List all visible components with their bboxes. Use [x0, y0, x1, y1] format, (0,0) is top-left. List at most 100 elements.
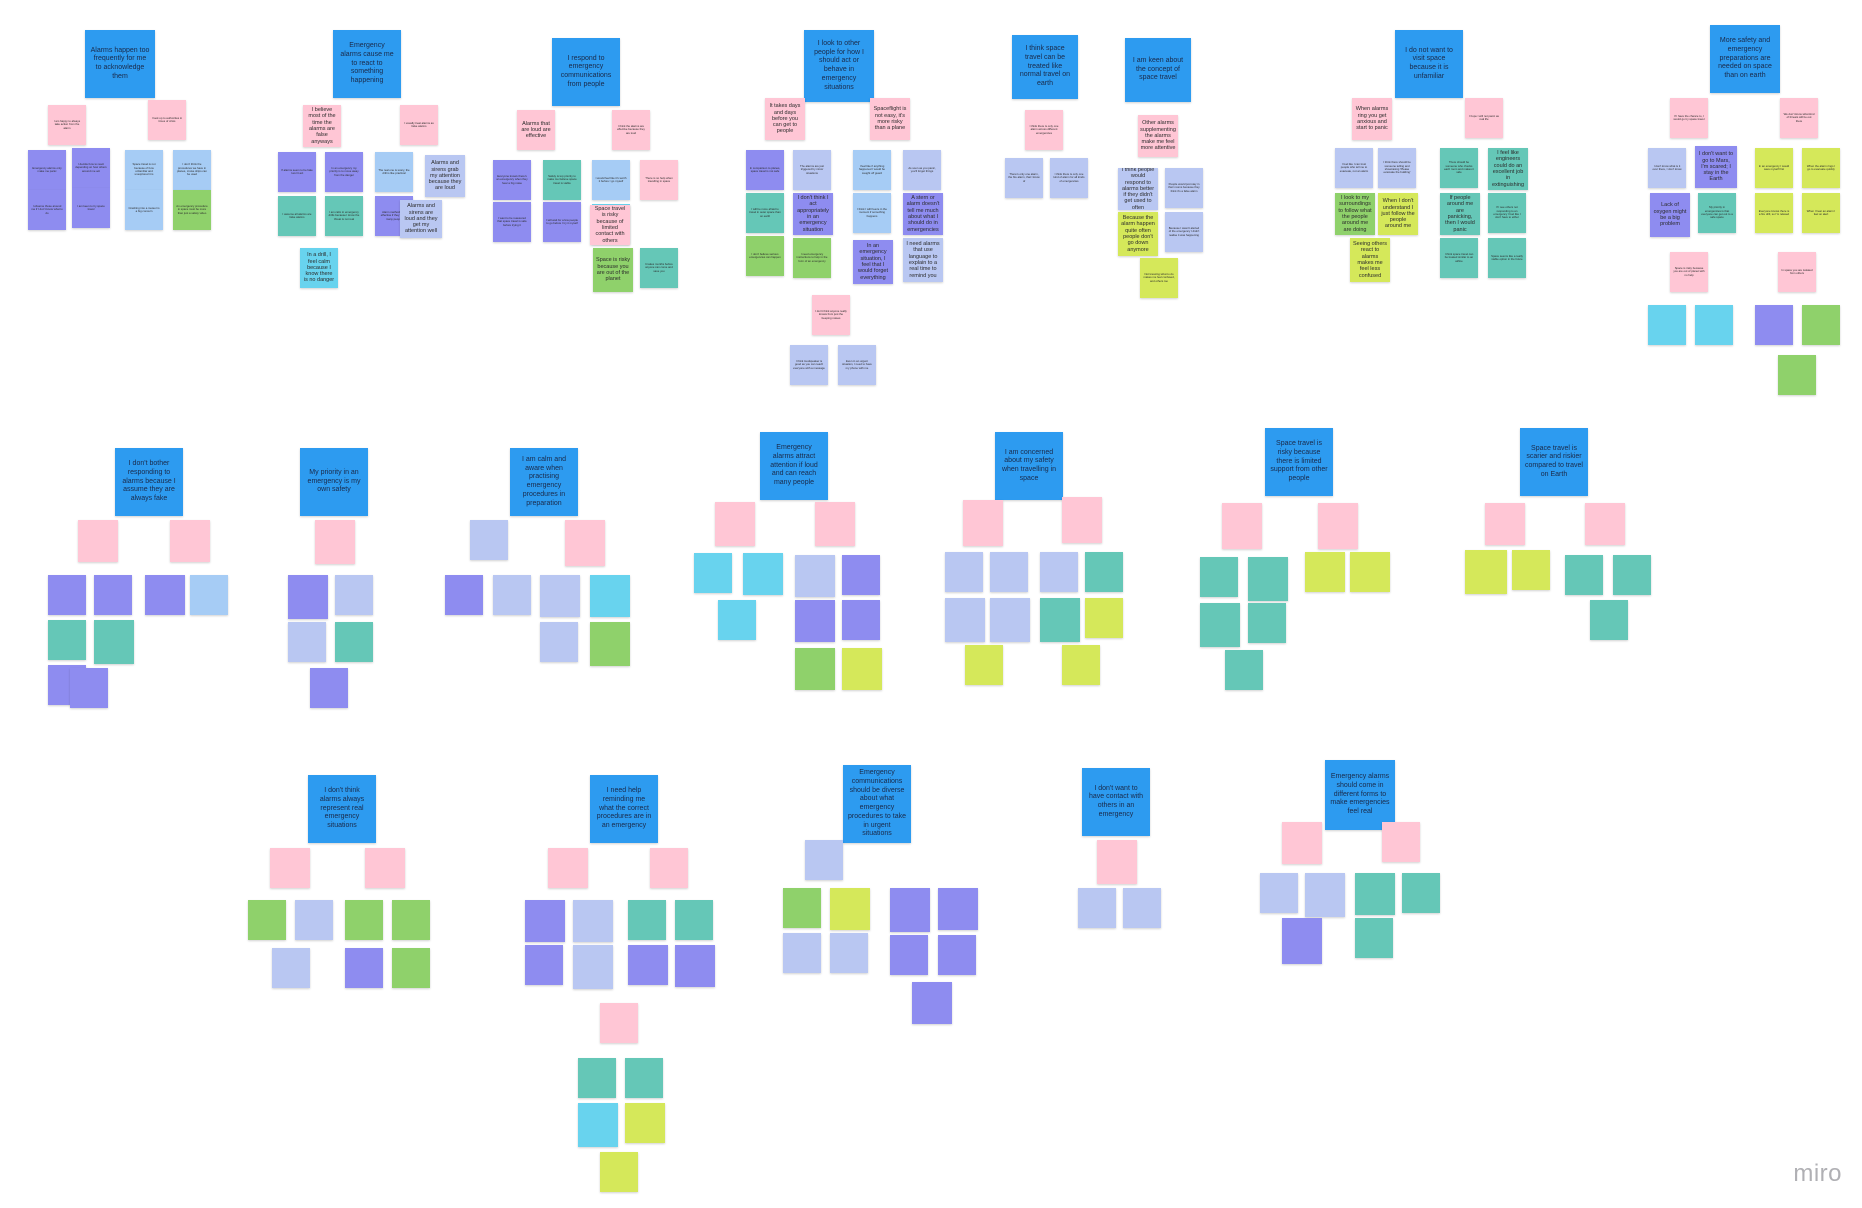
sticky-note[interactable]: I think space travel can be treated simi… [1440, 238, 1478, 278]
sticky-note[interactable]: My priority in emergencies is that every… [1698, 193, 1736, 233]
sticky-note[interactable]: If people around me are panicking, then … [1440, 193, 1480, 235]
sticky-note[interactable]: I think there should be someone telling … [1378, 148, 1416, 188]
sticky-note[interactable]: Even in an urgent situation, I need to h… [838, 345, 876, 385]
cluster-header-note[interactable]: Space travel is scarier and riskier comp… [1520, 428, 1588, 496]
sticky-note[interactable]: I don't know what is it over there, I do… [1648, 148, 1686, 188]
sticky-note[interactable] [890, 935, 928, 975]
cluster-header-note[interactable]: Emergency communications should be diver… [843, 765, 911, 843]
sticky-note[interactable] [392, 948, 430, 988]
sticky-note[interactable] [795, 555, 835, 597]
sticky-note[interactable] [842, 555, 880, 595]
sticky-note[interactable] [315, 520, 355, 564]
sticky-note[interactable] [1040, 552, 1078, 592]
sticky-note[interactable] [628, 900, 666, 940]
sticky-note[interactable] [795, 600, 835, 642]
sticky-note[interactable] [1200, 603, 1240, 647]
sticky-note[interactable]: I think there is only one alarm across d… [1025, 110, 1063, 150]
sticky-note[interactable]: I look up to authorities in times of cri… [148, 100, 186, 140]
sticky-note[interactable]: If I see others not responding to an eme… [1488, 193, 1526, 233]
sticky-note[interactable]: Space is risky because you are out of pl… [1670, 252, 1708, 292]
sticky-note[interactable] [815, 502, 855, 546]
sticky-note[interactable]: Spaceflight is not easy, it's more risky… [870, 98, 910, 140]
sticky-note[interactable] [1260, 873, 1298, 913]
sticky-note[interactable] [1755, 305, 1793, 345]
cluster-header-note[interactable]: I need help reminding me what the correc… [590, 775, 658, 843]
sticky-note[interactable] [1355, 918, 1393, 958]
sticky-note[interactable]: People would just stay in their rooms be… [1165, 168, 1203, 208]
sticky-note[interactable]: Seeing others react to alarms makes me f… [1350, 238, 1390, 282]
sticky-note[interactable] [1585, 503, 1625, 545]
cluster-header-note[interactable]: Alarms happen too frequently for me to a… [85, 30, 155, 98]
sticky-note[interactable]: In an emergency my priority is to move a… [325, 152, 363, 192]
sticky-note[interactable] [525, 945, 563, 985]
sticky-note[interactable] [345, 900, 383, 940]
sticky-note[interactable] [1200, 557, 1238, 597]
sticky-note[interactable] [540, 622, 578, 662]
sticky-note[interactable] [830, 888, 870, 930]
sticky-note[interactable] [1248, 557, 1288, 601]
sticky-note[interactable]: There should be someone who checks each … [1440, 148, 1478, 188]
sticky-note[interactable] [963, 500, 1003, 546]
sticky-note[interactable] [470, 520, 508, 560]
sticky-note[interactable]: When alarms ring you get anxious and sta… [1352, 98, 1392, 140]
sticky-note[interactable]: In an emergency situation, I feel that I… [853, 240, 893, 284]
sticky-note[interactable]: Not knowing what to do makes me feel con… [1140, 258, 1178, 298]
sticky-note[interactable]: An emergency procedure in space must be … [173, 190, 211, 230]
sticky-note[interactable] [945, 552, 983, 592]
sticky-note[interactable] [190, 575, 228, 615]
sticky-note[interactable] [565, 520, 605, 566]
sticky-note[interactable] [1565, 555, 1603, 595]
sticky-note[interactable]: I feel like engineers could do an excell… [1488, 148, 1528, 190]
sticky-note[interactable] [1778, 355, 1816, 395]
sticky-note[interactable] [1078, 888, 1116, 928]
sticky-note[interactable]: Everyone knows there is a fire drill, so… [1755, 193, 1793, 233]
sticky-note[interactable]: There is no help when travelling in spac… [640, 160, 678, 200]
sticky-note[interactable]: I am calm in emergency drills because I … [325, 196, 363, 236]
sticky-note[interactable] [795, 648, 835, 690]
sticky-note[interactable]: Because the alarm happen quite often peo… [1118, 212, 1158, 256]
sticky-note[interactable] [1225, 650, 1263, 690]
sticky-note[interactable] [628, 945, 668, 985]
cluster-header-note[interactable]: I respond to emergency communications fr… [552, 38, 620, 106]
sticky-note[interactable] [48, 575, 86, 615]
sticky-note[interactable] [675, 900, 713, 940]
sticky-note[interactable] [578, 1103, 618, 1147]
sticky-note[interactable] [1248, 603, 1286, 643]
cluster-header-note[interactable]: Emergency alarms should come in differen… [1325, 760, 1395, 830]
sticky-note[interactable] [1802, 305, 1840, 345]
sticky-note[interactable] [1695, 305, 1733, 345]
sticky-note[interactable] [1648, 305, 1686, 345]
cluster-header-note[interactable]: My priority in an emergency is my own sa… [300, 448, 368, 516]
sticky-note[interactable]: I usually treat alarms as false alarms [400, 105, 438, 145]
sticky-note[interactable] [1382, 822, 1420, 862]
sticky-note[interactable]: We don't know what kind of threats will … [1780, 98, 1818, 138]
sticky-note[interactable] [335, 575, 373, 615]
sticky-note[interactable] [145, 575, 185, 615]
sticky-note[interactable] [650, 848, 688, 888]
sticky-note[interactable]: Other alarms supplementing the alarms ma… [1138, 115, 1178, 157]
sticky-note[interactable]: There's only one alarm, the fire alarm, … [1005, 158, 1043, 198]
sticky-note[interactable] [783, 888, 821, 928]
sticky-note[interactable] [578, 1058, 616, 1098]
cluster-header-note[interactable]: I am keen about the concept of space tra… [1125, 38, 1191, 102]
sticky-note[interactable]: I will wait for a few people to go befor… [543, 202, 581, 242]
sticky-note[interactable] [842, 648, 882, 690]
sticky-note[interactable]: I don't think anyone really knows from j… [812, 295, 850, 335]
sticky-note[interactable]: I don't want to go to Mars, I'm scared; … [1695, 146, 1737, 188]
sticky-note[interactable] [743, 553, 783, 595]
sticky-note[interactable] [94, 620, 134, 664]
sticky-note[interactable] [1062, 497, 1102, 543]
sticky-note[interactable] [1123, 888, 1161, 928]
sticky-note[interactable] [1318, 503, 1358, 549]
sticky-note[interactable] [890, 888, 930, 932]
sticky-note[interactable]: Space seems like a really viable option … [1488, 238, 1526, 278]
sticky-note[interactable]: Because I wasn't alerted of the emergenc… [1165, 212, 1203, 252]
sticky-note[interactable] [295, 900, 333, 940]
sticky-note[interactable] [1613, 555, 1651, 595]
sticky-note[interactable]: I will be more afraid to travel in outer… [746, 193, 784, 233]
sticky-note[interactable]: I don't think I act appropriately in an … [793, 193, 833, 235]
sticky-note[interactable]: I think people would respond to alarms b… [1118, 168, 1158, 210]
sticky-note[interactable]: When the alarm rings I go to evacuate qu… [1802, 148, 1840, 188]
sticky-note[interactable] [945, 598, 985, 642]
sticky-note[interactable]: Emergency alarms only make me panic [28, 150, 66, 190]
